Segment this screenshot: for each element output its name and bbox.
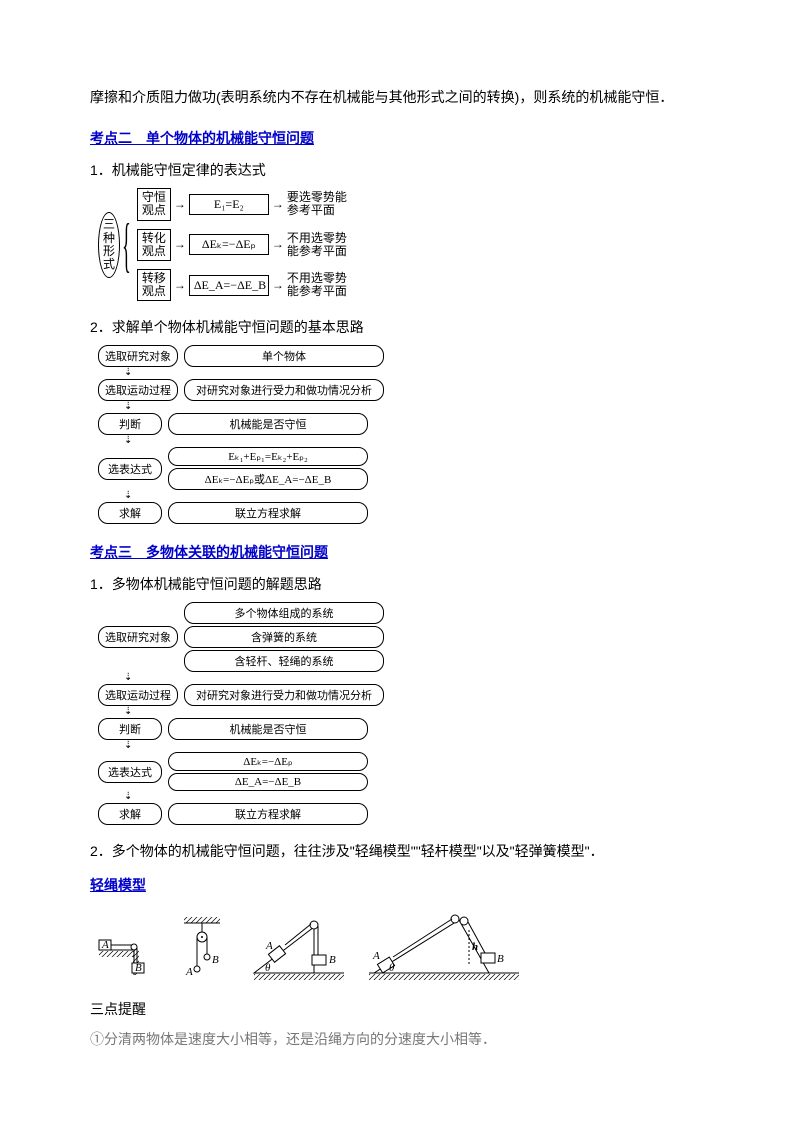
bubble4b: ΔEₖ=−ΔEₚ或ΔE_A=−ΔE_B — [168, 468, 368, 490]
step1: 选取研究对象 — [98, 345, 178, 367]
bracket-icon: { — [122, 215, 131, 275]
kp3-title: 考点三 多物体关联的机械能守恒问题 — [90, 542, 704, 562]
bubble3: 机械能是否守恒 — [168, 718, 368, 740]
view-text: 转化观点 — [142, 231, 166, 258]
down-arrow-icon: ⇣ — [124, 436, 704, 446]
arrow-icon: → — [174, 237, 186, 252]
step5: 求解 — [98, 803, 162, 825]
d1-row0: 守恒观点 → E₁=E₂ → 要选零势能参考平面 — [137, 188, 347, 220]
svg-text:θ: θ — [265, 962, 271, 974]
down-arrow-icon: ⇣ — [124, 792, 704, 802]
svg-text:B: B — [497, 953, 504, 965]
view-box: 转化观点 — [137, 229, 171, 261]
svg-text:h: h — [472, 941, 478, 953]
rope-fig-c: A B θ — [254, 921, 344, 980]
note: 不用选零势能参考平面 — [287, 272, 347, 298]
intro-text: 摩擦和介质阻力做功(表明系统内不存在机械能与其他形式之间的转换)，则系统的机械能… — [90, 85, 704, 110]
bubble4a: ΔEₖ=−ΔEₚ — [168, 752, 368, 771]
kp2-item2: 2．求解单个物体机械能守恒问题的基本思路 — [90, 317, 704, 337]
kp3-item2: 2．多个物体的机械能守恒问题，往往涉及"轻绳模型""轻杆模型"以及"轻弹簧模型"… — [90, 841, 704, 861]
note-l1: 不用选零势 — [287, 271, 347, 285]
svg-text:B: B — [135, 962, 142, 974]
d1-row1: 转化观点 → ΔEₖ=−ΔEₚ → 不用选零势能参考平面 — [137, 229, 347, 261]
oval-l3: 形 — [103, 245, 115, 258]
note: 不用选零势能参考平面 — [287, 232, 347, 258]
d1-row2: 转移观点 → ΔE_A=−ΔE_B → 不用选零势能参考平面 — [137, 269, 347, 301]
view-text: 守恒观点 — [142, 190, 166, 217]
kp2-title: 考点二 单个物体的机械能守恒问题 — [90, 128, 704, 148]
bubble5: 联立方程求解 — [168, 803, 368, 825]
step3: 判断 — [98, 413, 162, 435]
eq-box: ΔE_A=−ΔE_B — [189, 275, 269, 296]
three-forms-oval: 三 种 形 式 — [98, 212, 120, 278]
note-l2: 参考平面 — [287, 203, 335, 217]
view-box: 守恒观点 — [137, 188, 171, 220]
note-l2: 能参考平面 — [287, 244, 347, 258]
down-arrow-icon: ⇣ — [124, 741, 704, 751]
note-l2: 能参考平面 — [287, 284, 347, 298]
kp3-flowchart: 选取研究对象 多个物体组成的系统含弹簧的系统含轻杆、轻绳的系统 ⇣ 选取运动过程… — [98, 602, 704, 825]
step2: 选取运动过程 — [98, 379, 178, 401]
bubble1: 单个物体 — [184, 345, 384, 367]
kp2-flowchart: 选取研究对象单个物体 ⇣ 选取运动过程对研究对象进行受力和做功情况分析 ⇣ 判断… — [98, 345, 704, 524]
rope-fig-a: A B — [99, 939, 144, 975]
step1: 选取研究对象 — [98, 626, 178, 648]
oval-l4: 式 — [103, 258, 115, 271]
kp2-item1: 1．机械能守恒定律的表达式 — [90, 160, 704, 180]
bubble5: 联立方程求解 — [168, 502, 368, 524]
rope-fig-d: h A B θ — [369, 915, 519, 980]
oval-l2: 种 — [103, 232, 115, 245]
step5: 求解 — [98, 502, 162, 524]
note-l1: 不用选零势 — [287, 231, 347, 245]
oval-l1: 三 — [103, 218, 115, 231]
arrow-icon: → — [272, 197, 284, 212]
svg-text:θ: θ — [389, 962, 395, 974]
arrow-icon: → — [174, 278, 186, 293]
step3: 判断 — [98, 718, 162, 740]
kp3-item1: 1．多物体机械能守恒问题的解题思路 — [90, 574, 704, 594]
down-arrow-icon: ⇣ — [124, 368, 704, 378]
bubble2: 对研究对象进行受力和做功情况分析 — [184, 379, 384, 401]
down-arrow-icon: ⇣ — [124, 673, 704, 683]
down-arrow-icon: ⇣ — [124, 402, 704, 412]
down-arrow-icon: ⇣ — [124, 491, 704, 501]
svg-text:A: A — [372, 950, 380, 962]
bubble3: 机械能是否守恒 — [168, 413, 368, 435]
view-text: 转移观点 — [142, 271, 166, 298]
rope-fig-b: A B — [184, 917, 220, 978]
step4: 选表达式 — [98, 761, 162, 783]
arrow-icon: → — [174, 197, 186, 212]
rope-model-figure: A B A B A B θ — [94, 905, 704, 983]
view-box: 转移观点 — [137, 269, 171, 301]
note: 要选零势能参考平面 — [287, 191, 347, 217]
bubble4a: Eₖ₁+Eₚ₁=Eₖ₂+Eₚ₂ — [168, 447, 368, 466]
remind-1: ①分清两物体是速度大小相等，还是沿绳方向的分速度大小相等． — [90, 1029, 704, 1049]
step4: 选表达式 — [98, 458, 162, 480]
bubble1a: 多个物体组成的系统 — [184, 602, 384, 624]
remind-title: 三点提醒 — [90, 999, 704, 1019]
bubble1b: 含弹簧的系统 — [184, 626, 384, 648]
eq-box: ΔEₖ=−ΔEₚ — [189, 234, 269, 255]
arrow-icon: → — [272, 237, 284, 252]
svg-text:A: A — [265, 940, 273, 952]
bubble4b: ΔE_A=−ΔE_B — [168, 773, 368, 791]
rope-model-title: 轻绳模型 — [90, 875, 704, 895]
svg-text:A: A — [185, 966, 193, 978]
down-arrow-icon: ⇣ — [124, 707, 704, 717]
arrow-icon: → — [272, 278, 284, 293]
eq-box: E₁=E₂ — [189, 194, 269, 215]
bubble2: 对研究对象进行受力和做功情况分析 — [184, 684, 384, 706]
diagram-three-forms: 三 种 形 式 { 守恒观点 → E₁=E₂ → 要选零势能参考平面 转化观点 … — [98, 188, 704, 301]
svg-text:B: B — [329, 954, 336, 966]
svg-text:B: B — [212, 954, 219, 966]
svg-text:A: A — [101, 939, 109, 951]
bubble1c: 含轻杆、轻绳的系统 — [184, 650, 384, 672]
step2: 选取运动过程 — [98, 684, 178, 706]
